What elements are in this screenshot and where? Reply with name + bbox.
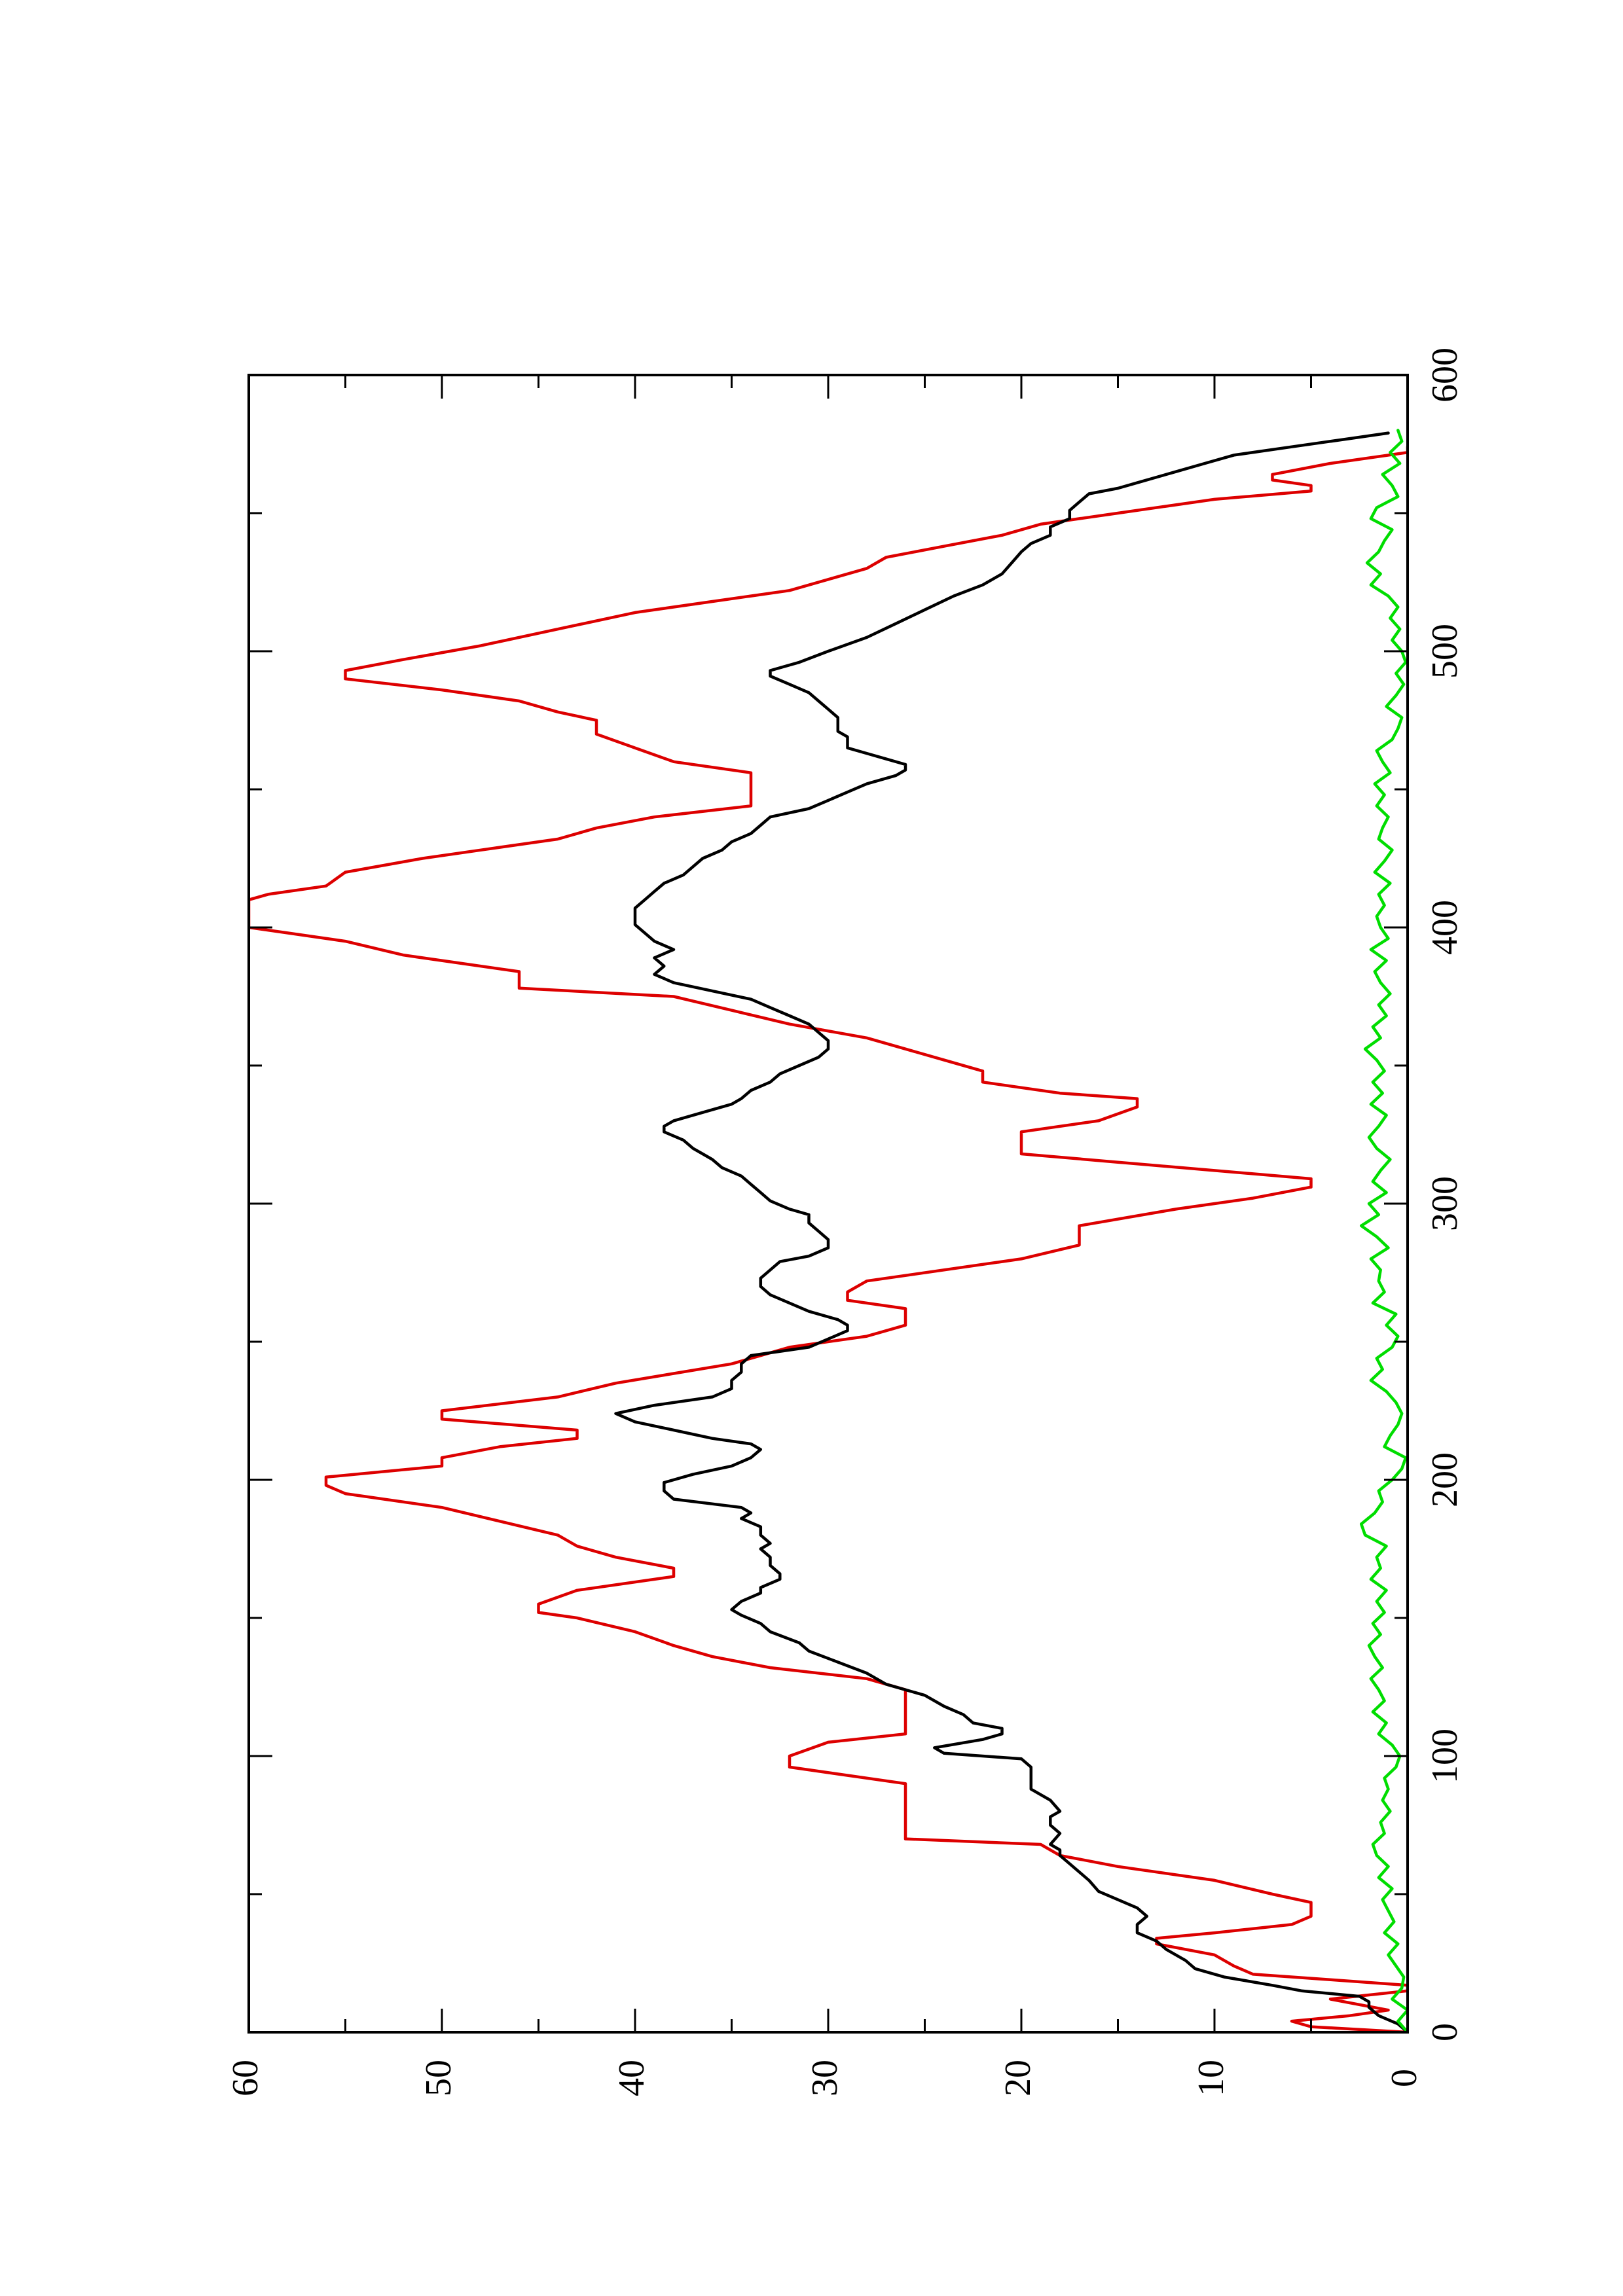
y-tick-label: 60	[225, 2060, 266, 2096]
tick-layer	[249, 375, 1408, 2032]
x-tick-label: 300	[1425, 1176, 1465, 1231]
x-tick-label: 400	[1425, 900, 1465, 955]
series-layer	[249, 429, 1408, 2032]
plot-frame	[247, 374, 1409, 2034]
y-tick-label: 0	[1384, 2069, 1425, 2087]
series-red-line	[249, 445, 1408, 2032]
label-layer: 0 100 200 300 400 500 600 0 10 20 30 40 50 60	[225, 348, 1465, 2096]
y-tick-label: 10	[1191, 2060, 1231, 2096]
y-tick-label: 50	[418, 2060, 459, 2096]
y-tick-label: 20	[998, 2060, 1038, 2096]
x-tick-label: 200	[1425, 1452, 1465, 1507]
x-tick-label: 600	[1425, 348, 1465, 403]
series-black-line	[614, 431, 1408, 2032]
x-tick-label: 0	[1425, 2023, 1465, 2041]
x-tick-label: 100	[1425, 1729, 1465, 1784]
x-tick-label: 500	[1425, 624, 1465, 679]
series-green-line	[1359, 429, 1408, 2032]
y-tick-label: 40	[611, 2060, 652, 2096]
y-tick-label: 30	[805, 2060, 845, 2096]
